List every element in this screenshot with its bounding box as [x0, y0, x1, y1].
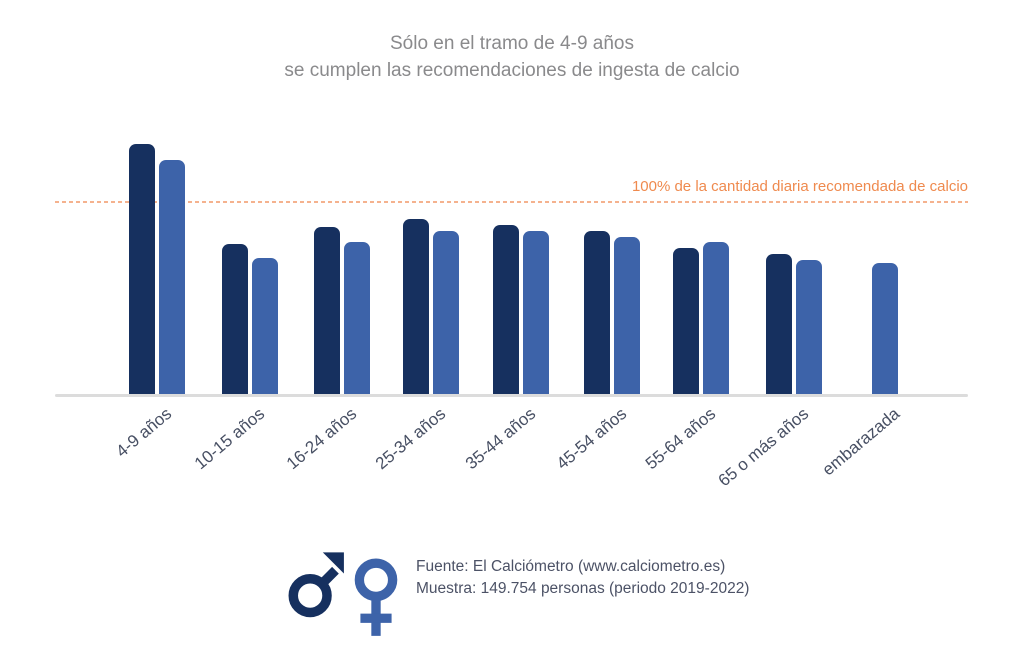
x-axis-label-55-64-años: 55-64 años	[641, 404, 720, 474]
bar-hombres-25-34-años	[403, 219, 429, 394]
x-axis-label-65-o-más-años: 65 o más años	[714, 404, 813, 491]
bar-mujeres-4-9-años	[159, 159, 185, 394]
bar-mujeres-45-54-años	[614, 236, 640, 394]
chart-title-line2: se cumplen las recomendaciones de ingest…	[284, 60, 740, 81]
bar-mujeres-35-44-años	[523, 230, 549, 394]
x-axis-label-25-34-años: 25-34 años	[371, 404, 450, 474]
bar-hombres-35-44-años	[493, 225, 519, 394]
legend-icons	[288, 546, 402, 638]
bar-mujeres-embarazada	[872, 263, 898, 394]
bar-mujeres-16-24-años	[344, 242, 370, 394]
x-axis-label-10-15-años: 10-15 años	[190, 404, 269, 474]
footer-text: Fuente: El Calciómetro (www.calciometro.…	[416, 556, 749, 600]
footer-sample: Muestra: 149.754 personas (periodo 2019-…	[416, 580, 750, 597]
bar-hombres-16-24-años	[314, 226, 340, 394]
bar-hombres-65-o-más-años	[766, 253, 792, 394]
chart-title-line1: Sólo en el tramo de 4-9 años	[390, 33, 634, 54]
chart-title: Sólo en el tramo de 4-9 años se cumplen …	[0, 30, 1024, 84]
mars-icon	[288, 552, 344, 618]
chart-footer: Fuente: El Calciómetro (www.calciometro.…	[288, 546, 749, 638]
x-axis-label-16-24-años: 16-24 años	[282, 404, 361, 474]
bar-hombres-45-54-años	[584, 230, 610, 394]
x-axis-label-4-9-años: 4-9 años	[112, 404, 176, 462]
footer-source: Fuente: El Calciómetro (www.calciometro.…	[416, 558, 726, 575]
x-axis-label-45-54-años: 45-54 años	[552, 404, 631, 474]
bar-hombres-10-15-años	[222, 244, 248, 394]
reference-dashed-line	[55, 201, 968, 203]
bar-hombres-4-9-años	[129, 144, 155, 394]
bar-mujeres-25-34-años	[433, 230, 459, 394]
x-axis-line	[55, 394, 968, 397]
bar-hombres-55-64-años	[673, 248, 699, 394]
x-axis-label-embarazada: embarazada	[818, 404, 904, 480]
bar-mujeres-55-64-años	[703, 242, 729, 394]
bar-mujeres-65-o-más-años	[796, 259, 822, 394]
venus-icon	[354, 558, 398, 636]
bar-mujeres-10-15-años	[252, 257, 278, 394]
reference-line-label: 100% de la cantidad diaria recomendada d…	[631, 178, 968, 195]
x-axis-label-35-44-años: 35-44 años	[461, 404, 540, 474]
